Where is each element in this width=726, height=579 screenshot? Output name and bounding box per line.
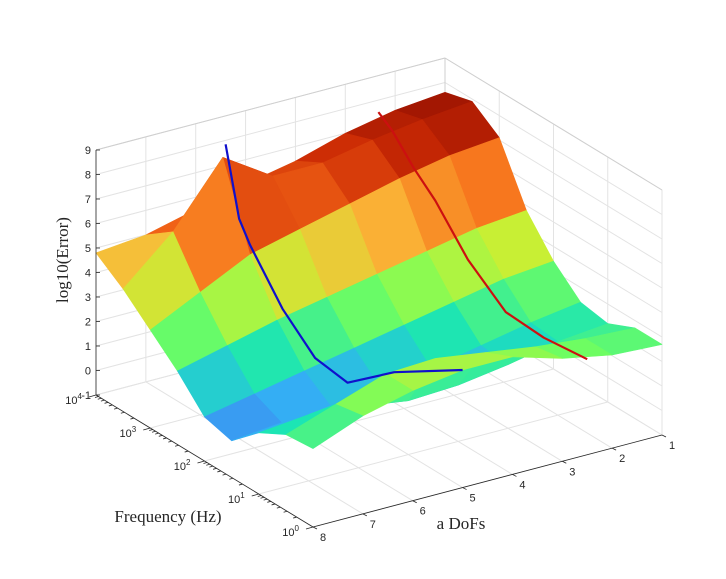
y-minor-tick [238,483,243,486]
x-tick-mark [512,474,517,477]
y-minor-tick [209,465,214,468]
y-minor-tick [108,404,113,407]
surface-patch [285,403,364,449]
data-lines [224,111,588,384]
x-tick-mark [312,526,318,530]
z-axis-label: log10(Error) [53,217,72,303]
y-minor-tick [260,496,265,499]
y-tick-mark [88,394,97,398]
y-tick-mark [143,427,151,431]
y-tick-mark [305,526,314,530]
z-tick-label: 0 [85,366,91,378]
y-minor-tick [155,432,159,435]
z-tick-label: 5 [85,243,91,255]
y-minor-tick [94,396,99,398]
x-tick-mark [611,447,617,451]
y-minor-tick [149,429,153,431]
z-tick-label: 1 [85,341,91,353]
y-minor-tick [222,473,227,476]
floor-grid-y [258,401,608,495]
y-minor-tick [203,462,208,464]
y-minor-tick [168,440,172,443]
series-line-2 [377,111,588,361]
x-tick-mark [362,513,368,517]
z-tick-label: 4 [85,268,91,280]
x-tick-label: 5 [470,493,476,505]
y-axis-label: Frequency (Hz) [114,507,221,526]
y-tick-mark [197,460,205,464]
x-tick-label: 7 [370,519,376,531]
x-tick-mark [412,500,417,504]
x-tick-label: 1 [669,440,675,452]
x-tick-label: 8 [320,532,326,544]
x-tick-label: 2 [619,453,625,465]
box-edge [95,57,446,151]
y-minor-tick [175,444,179,447]
z-tick-label: 9 [85,145,91,157]
y-tick-label: 101 [228,491,245,506]
y-minor-tick [206,463,210,466]
y-minor-tick [212,467,217,470]
x-tick-mark [661,434,667,438]
y-minor-tick [293,516,297,519]
y-tick-label: 103 [120,425,137,440]
z-tick-label: 2 [85,317,91,329]
z-tick-label: 3 [85,292,91,304]
x-tick-mark [562,460,567,464]
y-minor-tick [283,510,288,513]
x-tick-label: 4 [519,479,525,491]
y-minor-tick [267,500,271,503]
y-minor-tick [257,495,262,497]
z-tick-label: 6 [85,219,91,231]
y-minor-tick [229,477,233,480]
y-tick-label: 104 [65,392,82,407]
y-minor-tick [217,470,221,473]
axes: 1 2 3 4 5 6 7 8 100 101 102 103 104 -1 0 1 2 3 4 5 6 7 8 9 [65,145,675,544]
box-edge [444,57,663,191]
y-minor-tick [276,506,281,509]
y-minor-tick [151,430,156,433]
x-axis-line [312,434,663,528]
y-minor-tick [113,407,118,410]
y-minor-tick [158,434,163,437]
y-minor-tick [100,399,105,402]
back-wall-grid-z [95,82,446,175]
side-wall-grid-z [444,82,663,215]
floor-grid-y [204,368,554,462]
y-tick-label: 102 [174,458,191,473]
y-minor-tick [162,437,167,440]
y-minor-tick [97,397,102,400]
y-minor-tick [271,503,276,506]
y-tick-mark [251,493,259,497]
x-axis-label: a DoFs [437,514,486,533]
y-tick-label: 100 [282,524,299,539]
series-line-1 [224,144,463,384]
x-tick-label: 3 [569,466,575,478]
z-tick-label: 8 [85,170,91,182]
surface [95,92,663,449]
z-tick-label: 7 [85,194,91,206]
y-minor-tick [120,411,125,414]
z-tick-label: -1 [81,390,91,402]
y-minor-tick [263,498,268,501]
x-tick-label: 6 [420,506,426,518]
y-minor-tick [184,450,189,453]
y-minor-tick [104,401,109,404]
y-minor-tick [130,417,135,420]
x-tick-mark [462,487,467,490]
